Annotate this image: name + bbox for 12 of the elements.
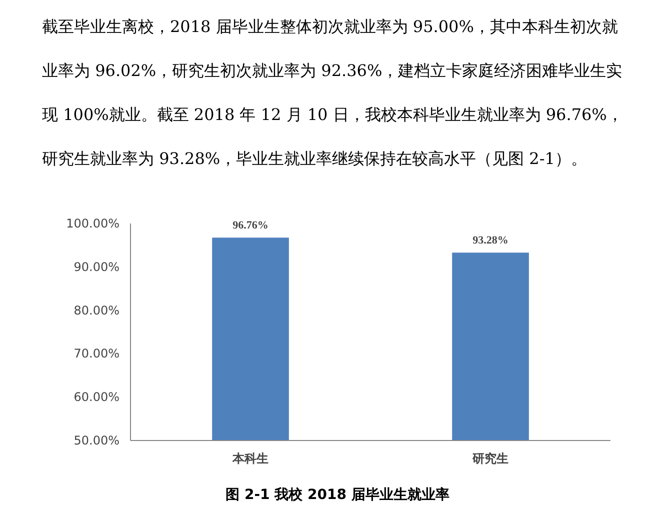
- y-tick-label: 90.00%: [74, 260, 120, 274]
- y-tick-label: 70.00%: [74, 346, 120, 361]
- y-tick-label: 100.00%: [66, 216, 120, 231]
- x-tick-label: 本科生: [232, 452, 268, 466]
- x-tick-label: 研究生: [472, 452, 508, 466]
- data-label: 96.76%: [232, 220, 268, 232]
- y-tick-label: 60.00%: [74, 390, 120, 404]
- text: 截至毕业生离校，2018 届毕业生整体初次就业率为 95.00%，其中本科生初次就业率为 96.02%，研究生初次就业率为 92.36%，建档立卡家庭经济困难毕业生实现 100%就业。截至 2018 年 12 月 10 日，我校本科毕业生就业率为 96.76%，研究生就业率为 93.28%，毕业生就业率继续保持在较高水平（见图 2-1）。: [42, 17, 623, 168]
- text: 图 2-1 我校 2018 届毕业生就业率: [226, 486, 450, 505]
- y-tick-label: 50.00%: [74, 434, 120, 448]
- data-label: 93.28%: [472, 234, 508, 247]
- y-tick-label: 80.00%: [74, 303, 120, 318]
